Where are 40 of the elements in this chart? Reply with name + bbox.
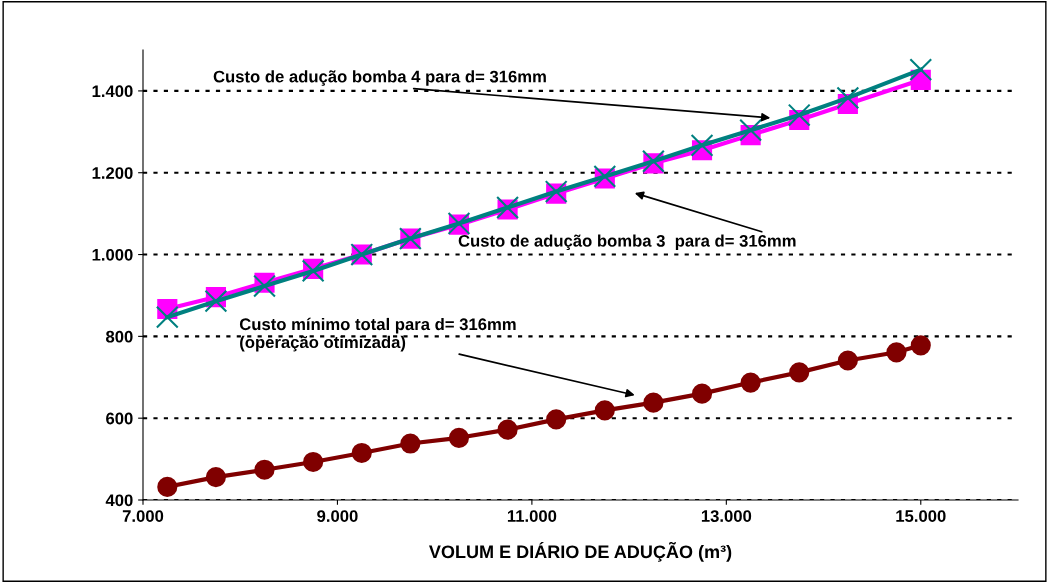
point <box>739 118 763 142</box>
point <box>691 383 713 404</box>
x-tick-label: 13.000 <box>701 510 752 522</box>
point <box>836 86 860 110</box>
x-axis-title: VOLUM E DIÁRIO DE ADUÇÃO (m³) <box>429 541 732 562</box>
point <box>594 400 615 421</box>
y-tick-label: 600 <box>106 412 133 425</box>
x-tick-label: 7.000 <box>122 510 164 522</box>
y-tick-label: 1.200 <box>92 167 133 179</box>
annotation: Custo de adução bomba 3 para d= 316mm <box>458 234 796 251</box>
point <box>155 305 179 329</box>
point <box>400 433 421 454</box>
x-tick-label: 15.000 <box>896 510 946 522</box>
point <box>740 372 761 393</box>
point <box>351 442 372 464</box>
annotation: Custo de adução bomba 4 para d= 316mm <box>213 70 546 86</box>
y-tick-label: 800 <box>106 330 133 343</box>
point <box>205 467 226 488</box>
point <box>886 342 907 363</box>
point <box>909 58 933 82</box>
point <box>254 459 275 480</box>
point <box>643 392 664 413</box>
point <box>787 103 811 127</box>
point <box>690 133 714 157</box>
point <box>303 451 324 473</box>
point <box>157 476 178 497</box>
point <box>837 350 858 371</box>
point <box>497 419 518 440</box>
y-tick-label: 1.400 <box>92 85 133 98</box>
point <box>204 289 228 313</box>
point <box>448 427 470 448</box>
point <box>253 274 276 298</box>
point <box>789 362 810 383</box>
annotation: Custo mínimo total para d= 316mm (operação otimizada) <box>239 317 516 352</box>
x-tick-label: 11.000 <box>507 510 557 522</box>
point <box>910 335 931 356</box>
y-tick-label: 400 <box>105 494 133 507</box>
point <box>546 409 567 430</box>
y-tick-label: 1.000 <box>92 248 133 261</box>
x-tick-label: 9.000 <box>317 510 358 522</box>
